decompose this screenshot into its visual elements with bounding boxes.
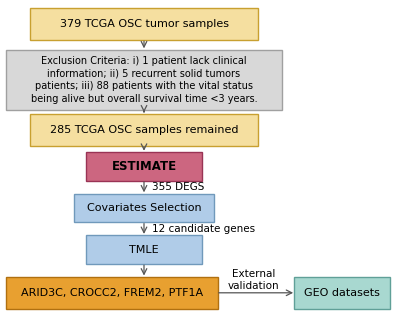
Text: TMLE: TMLE — [129, 244, 159, 255]
FancyBboxPatch shape — [294, 277, 390, 309]
Text: 355 DEGS: 355 DEGS — [152, 182, 204, 192]
Text: Covariates Selection: Covariates Selection — [87, 203, 201, 213]
FancyBboxPatch shape — [30, 114, 258, 146]
FancyBboxPatch shape — [74, 194, 214, 222]
FancyBboxPatch shape — [86, 152, 202, 181]
FancyBboxPatch shape — [6, 50, 282, 110]
Text: Exclusion Criteria: i) 1 patient lack clinical
information; ii) 5 recurrent soli: Exclusion Criteria: i) 1 patient lack cl… — [31, 56, 257, 104]
Text: GEO datasets: GEO datasets — [304, 288, 380, 298]
FancyBboxPatch shape — [86, 235, 202, 264]
Text: External
validation: External validation — [228, 269, 280, 291]
FancyBboxPatch shape — [30, 8, 258, 40]
FancyBboxPatch shape — [6, 277, 218, 309]
Text: ARID3C, CROCC2, FREM2, PTF1A: ARID3C, CROCC2, FREM2, PTF1A — [21, 288, 203, 298]
Text: ESTIMATE: ESTIMATE — [112, 160, 176, 173]
Text: 379 TCGA OSC tumor samples: 379 TCGA OSC tumor samples — [60, 19, 228, 29]
Text: 285 TCGA OSC samples remained: 285 TCGA OSC samples remained — [50, 124, 238, 135]
Text: 12 candidate genes: 12 candidate genes — [152, 224, 255, 234]
